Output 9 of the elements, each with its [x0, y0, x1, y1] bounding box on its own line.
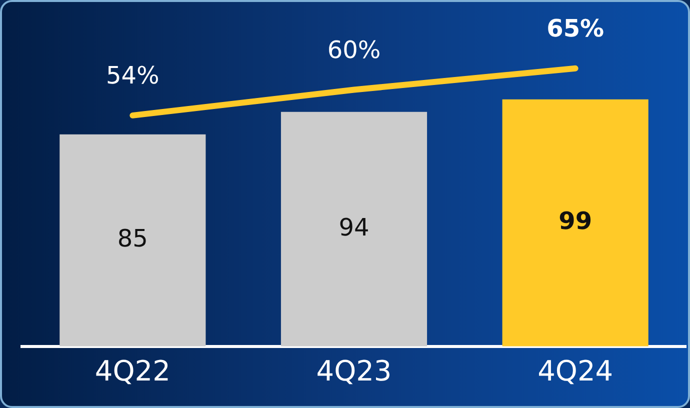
data-label: 60% — [327, 36, 381, 64]
data-label: 85 — [117, 224, 148, 253]
data-label: 99 — [558, 207, 592, 236]
data-label: 94 — [338, 213, 370, 242]
x-tick-label: 4Q24 — [538, 354, 614, 388]
data-label: 54% — [106, 62, 160, 90]
x-tick-label: 4Q23 — [316, 354, 392, 388]
data-label: 65% — [546, 14, 604, 43]
x-tick-label: 4Q22 — [94, 354, 170, 388]
